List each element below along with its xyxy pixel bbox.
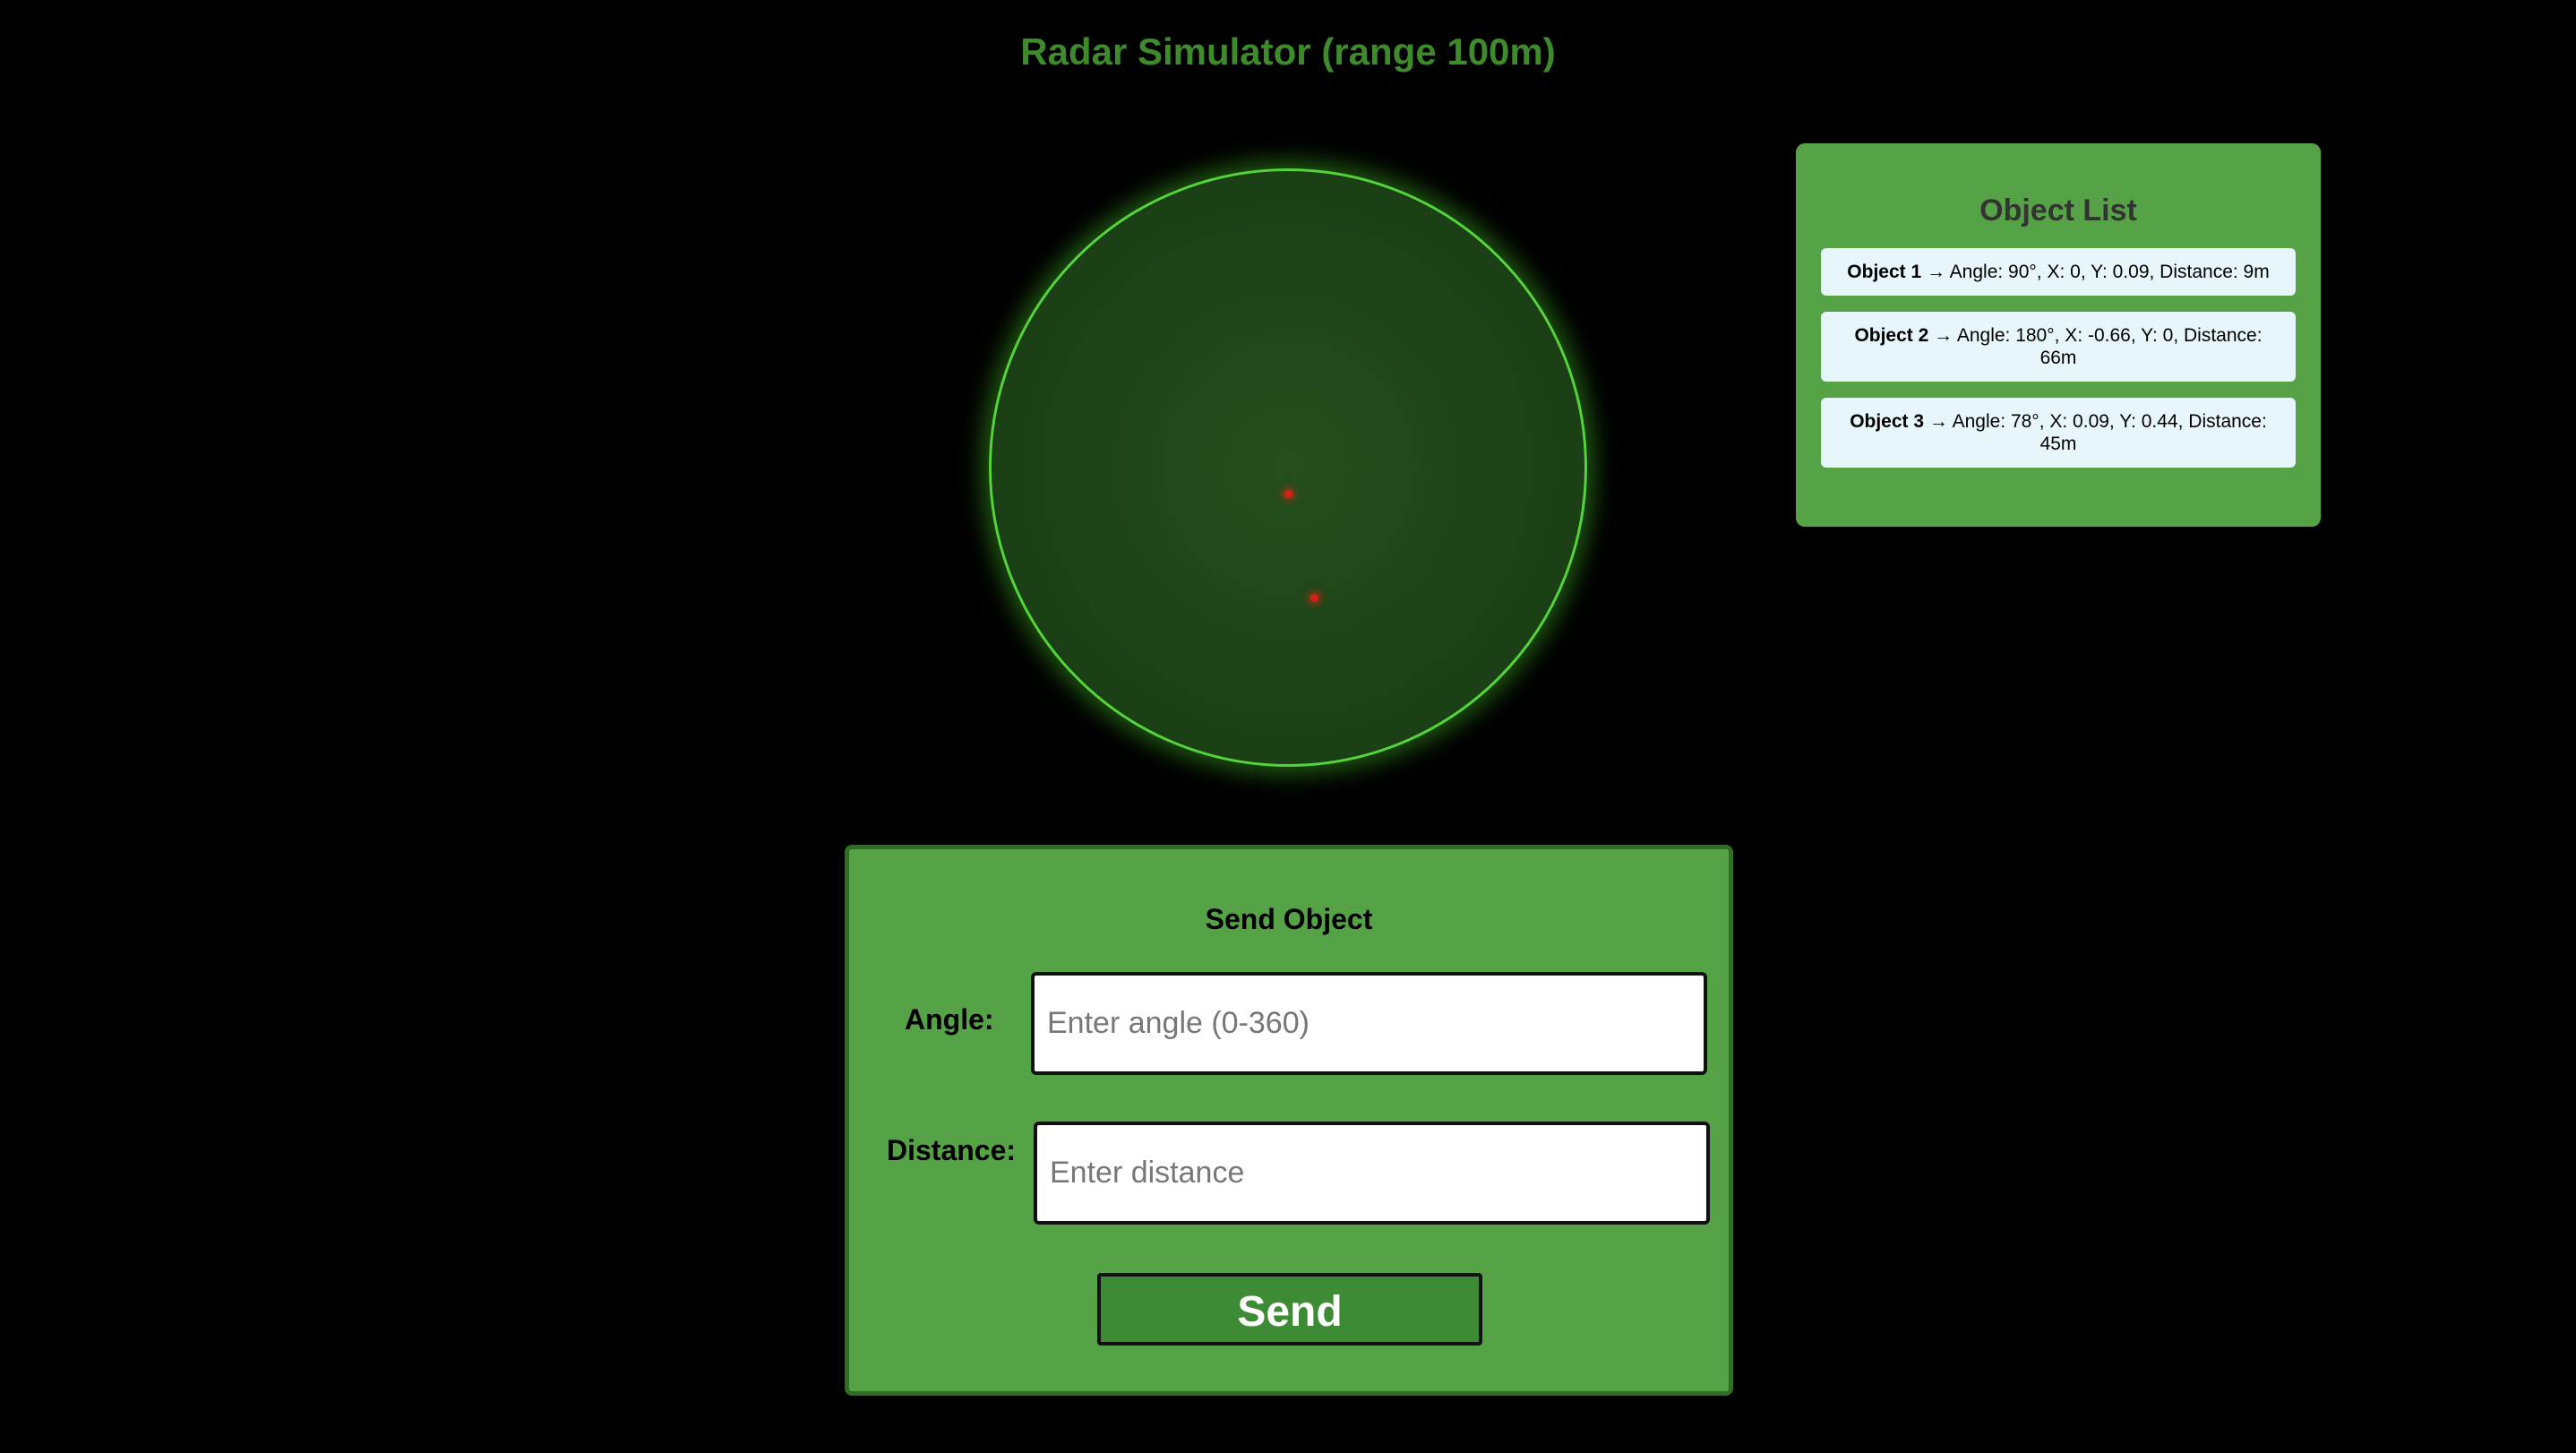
- angle-label: Angle:: [905, 1003, 994, 1036]
- send-button[interactable]: Send: [1097, 1273, 1482, 1346]
- object-details: → Angle: 90°, X: 0, Y: 0.09, Distance: 9…: [1921, 262, 2270, 282]
- object-name: Object 2: [1854, 325, 1929, 346]
- distance-label: Distance:: [887, 1134, 1017, 1166]
- angle-input[interactable]: [1031, 972, 1707, 1075]
- object-list-item: Object 2 → Angle: 180°, X: -0.66, Y: 0, …: [1821, 312, 2296, 382]
- radar-display: [989, 168, 1587, 767]
- page-title: Radar Simulator (range 100m): [1020, 30, 1556, 73]
- send-object-heading: Send Object: [1205, 903, 1373, 935]
- object-details: → Angle: 180°, X: -0.66, Y: 0, Distance:…: [1928, 325, 2263, 368]
- radar-blip: [1284, 490, 1292, 499]
- radar-blip: [1310, 594, 1319, 603]
- object-list-item: Object 1 → Angle: 90°, X: 0, Y: 0.09, Di…: [1821, 248, 2296, 296]
- object-details: → Angle: 78°, X: 0.09, Y: 0.44, Distance…: [1924, 411, 2267, 454]
- object-list-panel: Object List Object 1 → Angle: 90°, X: 0,…: [1796, 143, 2321, 527]
- object-name: Object 1: [1847, 262, 1922, 282]
- object-list-heading: Object List: [1979, 193, 2137, 228]
- object-name: Object 3: [1850, 411, 1925, 432]
- object-list-item: Object 3 → Angle: 78°, X: 0.09, Y: 0.44,…: [1821, 398, 2296, 468]
- send-object-panel: Send Object Angle: Distance: Send: [845, 845, 1733, 1396]
- distance-input[interactable]: [1034, 1122, 1710, 1225]
